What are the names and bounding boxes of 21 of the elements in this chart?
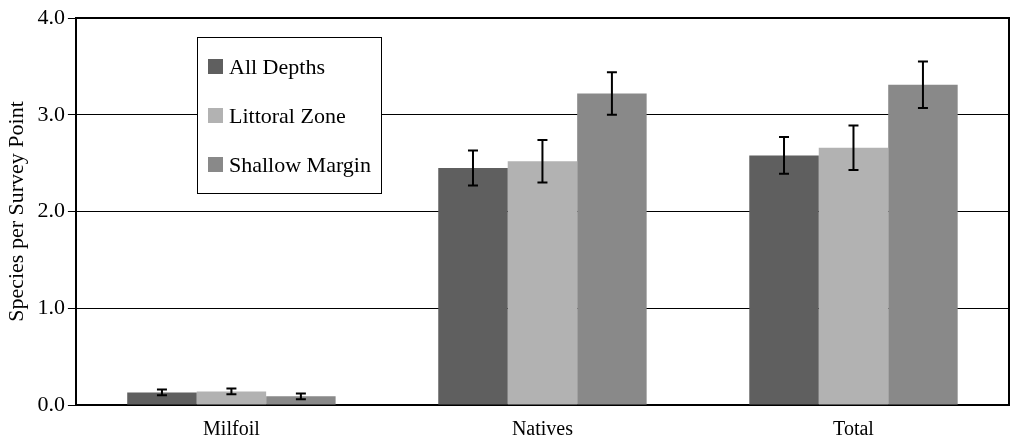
bar <box>266 396 336 405</box>
legend-label: All Depths <box>229 53 325 80</box>
y-tick-label: 4.0 <box>37 3 65 29</box>
legend-label: Littoral Zone <box>229 102 346 129</box>
x-tick-label: Milfoil <box>203 417 261 440</box>
y-tick-label: 2.0 <box>37 197 65 223</box>
bar <box>507 161 578 405</box>
bar <box>749 155 819 405</box>
y-tick-label: 0.0 <box>37 390 65 416</box>
bar <box>818 147 889 405</box>
bar <box>888 84 958 405</box>
legend-label: Shallow Margin <box>229 151 371 178</box>
bar <box>577 93 647 405</box>
y-tick-label: 1.0 <box>37 294 65 320</box>
y-tick-label: 3.0 <box>37 100 65 126</box>
bar <box>196 391 267 405</box>
bar <box>127 392 197 405</box>
x-tick-label: Natives <box>511 417 574 440</box>
y-axis-title: Species per Survey Point <box>2 101 28 322</box>
bar <box>438 167 508 405</box>
x-tick-label: Total <box>833 417 875 440</box>
